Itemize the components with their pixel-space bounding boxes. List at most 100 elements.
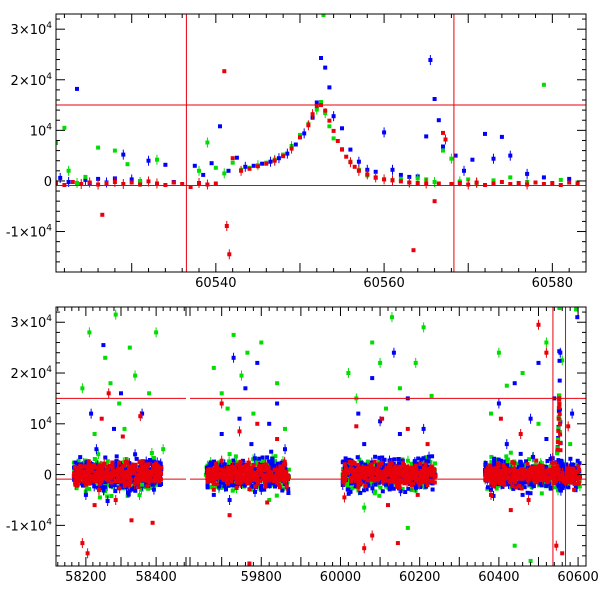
data-point <box>536 421 541 426</box>
data-point <box>401 479 406 484</box>
data-point <box>73 460 78 465</box>
y-tick-label: 104 <box>30 416 53 433</box>
data-point <box>401 463 406 468</box>
x-tick-label: 60400 <box>478 570 519 585</box>
data-point <box>356 168 361 173</box>
data-point <box>80 386 85 391</box>
data-point <box>270 456 275 461</box>
data-point <box>126 492 131 497</box>
data-point <box>283 467 288 472</box>
data-point <box>95 473 100 478</box>
data-point <box>466 182 471 187</box>
data-point <box>400 468 404 473</box>
data-point <box>395 485 400 490</box>
data-point <box>512 466 517 471</box>
data-point <box>378 473 383 478</box>
data-point <box>400 486 405 491</box>
data-point <box>424 134 429 139</box>
data-point <box>373 169 378 174</box>
data-point <box>504 442 509 447</box>
data-point <box>409 461 414 466</box>
data-point <box>387 467 392 472</box>
data-point <box>528 416 533 421</box>
data-point <box>66 168 71 173</box>
data-point <box>241 478 246 483</box>
data-point <box>84 486 89 491</box>
data-point <box>224 480 229 484</box>
data-point <box>163 162 168 167</box>
data-point <box>514 485 519 490</box>
data-point <box>257 456 262 461</box>
data-point <box>441 144 445 149</box>
data-point <box>490 467 495 472</box>
data-point <box>258 472 263 477</box>
data-point <box>423 455 428 460</box>
data-point <box>356 481 361 486</box>
data-point <box>349 476 353 480</box>
data-point <box>255 421 260 426</box>
data-point <box>242 468 247 473</box>
data-point <box>105 499 110 503</box>
data-point <box>267 421 272 426</box>
data-point <box>344 154 349 159</box>
data-point <box>392 466 397 470</box>
data-point <box>572 476 577 481</box>
y-tick-label: 0 <box>44 469 52 484</box>
data-point <box>387 484 392 489</box>
data-point <box>346 491 351 496</box>
data-point <box>205 471 210 476</box>
data-point <box>148 473 153 478</box>
data-point <box>275 437 280 441</box>
data-points-top <box>56 14 580 260</box>
data-point <box>491 484 496 489</box>
data-point <box>549 482 554 487</box>
data-point <box>369 462 374 467</box>
data-point <box>352 466 357 471</box>
data-point <box>355 455 360 460</box>
data-point <box>145 468 150 473</box>
data-point <box>251 463 256 467</box>
data-point <box>95 485 100 490</box>
season-cluster-3 <box>483 450 582 501</box>
data-point <box>136 485 141 490</box>
data-point <box>366 478 371 483</box>
data-point <box>233 466 238 471</box>
data-point <box>251 411 256 416</box>
data-point <box>119 391 123 396</box>
data-point <box>364 472 369 477</box>
data-point <box>214 461 219 466</box>
data-point <box>393 471 398 476</box>
data-point <box>244 471 248 476</box>
data-point <box>457 181 462 185</box>
data-point <box>279 474 284 479</box>
data-point <box>265 467 270 472</box>
data-point <box>362 442 367 447</box>
data-point <box>418 485 423 489</box>
data-point <box>275 468 280 473</box>
data-point <box>491 156 496 161</box>
data-point <box>568 463 573 468</box>
data-point <box>425 475 429 480</box>
data-point <box>556 458 561 463</box>
data-point <box>570 474 575 479</box>
data-point <box>485 466 490 471</box>
data-point <box>533 464 538 469</box>
data-point <box>555 451 560 456</box>
data-point <box>377 459 382 464</box>
data-point <box>387 478 392 483</box>
data-point <box>129 518 134 523</box>
data-point <box>122 479 127 484</box>
data-point <box>530 465 535 470</box>
data-point <box>102 485 107 490</box>
data-point <box>219 391 224 396</box>
data-point <box>491 493 496 498</box>
data-point <box>373 454 378 459</box>
data-point <box>544 473 549 478</box>
data-point <box>283 447 287 452</box>
data-point <box>428 58 433 62</box>
data-point <box>114 459 119 464</box>
data-point <box>390 479 395 484</box>
data-point <box>110 473 114 478</box>
data-point <box>572 482 577 486</box>
data-point <box>234 475 239 480</box>
